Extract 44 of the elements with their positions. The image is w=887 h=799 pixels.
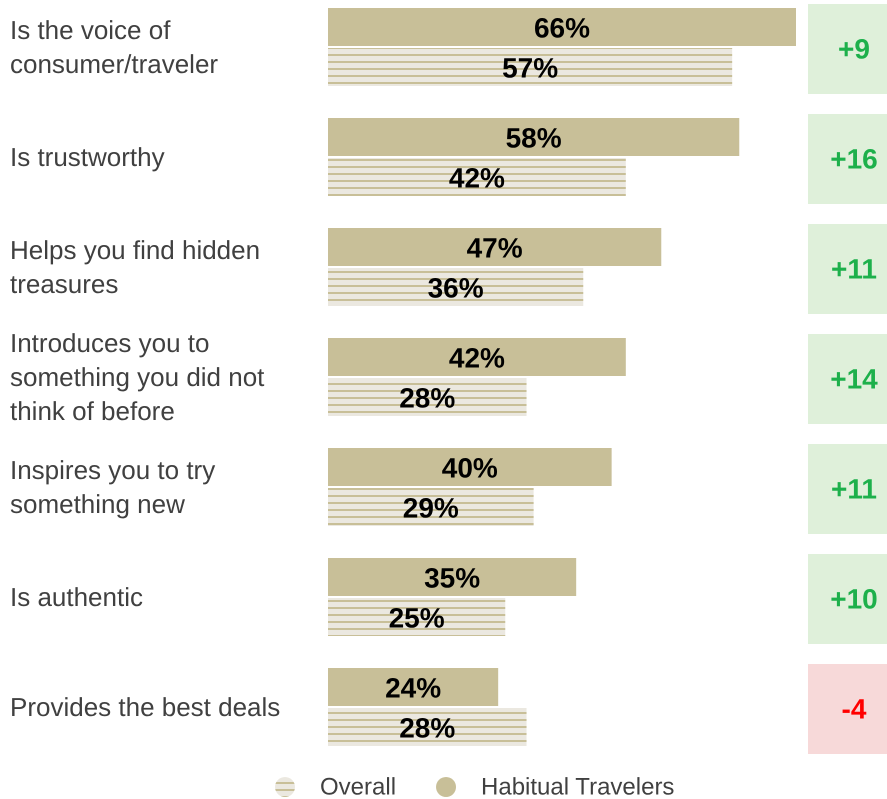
- legend-label: Overall: [320, 774, 396, 799]
- data-label: 28%: [399, 712, 456, 744]
- data-label: 42%: [448, 342, 506, 374]
- data-label: 42%: [448, 162, 506, 194]
- text: +16: [830, 144, 878, 174]
- text: +14: [830, 364, 878, 394]
- bar: [328, 668, 498, 706]
- bar: [328, 268, 584, 306]
- data-label: 66%: [534, 12, 590, 44]
- data-label: 47%: [466, 232, 523, 264]
- text: +11: [831, 254, 877, 284]
- y-tick-label: Inspires you to try something new: [10, 455, 216, 519]
- bar: [328, 48, 732, 86]
- bar: [328, 598, 506, 636]
- bar: [328, 158, 626, 196]
- bar: [328, 228, 662, 266]
- y-tick-label: Is the voice of consumer/traveler: [10, 15, 218, 79]
- bar: [328, 338, 626, 376]
- bar: [328, 378, 527, 416]
- data-label: 40%: [442, 452, 498, 484]
- text: -4: [842, 694, 867, 724]
- data-label: 25%: [388, 602, 445, 634]
- y-tick-label: Is authentic: [10, 582, 143, 612]
- data-label: 24%: [385, 672, 442, 704]
- text: +11: [831, 474, 877, 504]
- text: +10: [830, 584, 878, 614]
- data-label: 58%: [506, 122, 562, 154]
- data-label: 57%: [502, 52, 558, 84]
- data-label: 29%: [402, 492, 459, 524]
- data-label: 35%: [424, 562, 480, 594]
- legend-label: Habitual Travelers: [481, 774, 674, 799]
- bar: [328, 488, 534, 526]
- y-tick-label: Provides the best deals: [10, 692, 280, 722]
- y-tick-label: Helps you find hidden treasures: [10, 235, 260, 299]
- y-tick-label: Is trustworthy: [10, 142, 165, 172]
- y-tick-label: Introduces you to something you did not think of before: [10, 328, 266, 426]
- bar: [328, 8, 796, 46]
- bar: [328, 448, 612, 486]
- bar: [328, 708, 527, 746]
- bar: [328, 118, 740, 156]
- text: +9: [838, 34, 870, 64]
- data-label: 28%: [399, 382, 456, 414]
- data-label: 36%: [428, 272, 484, 304]
- bar: [328, 558, 576, 596]
